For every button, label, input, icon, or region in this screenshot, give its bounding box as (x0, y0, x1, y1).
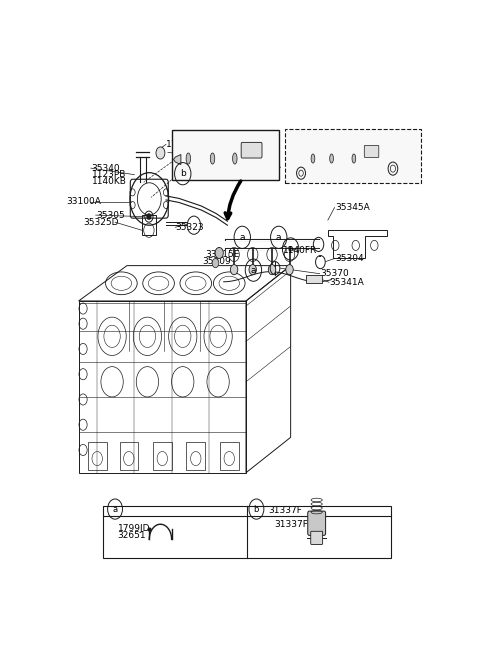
FancyBboxPatch shape (308, 511, 325, 535)
Text: a: a (276, 233, 281, 242)
Ellipse shape (311, 154, 315, 163)
Bar (285, 129, 421, 183)
Text: 33100A: 33100A (67, 197, 102, 207)
Ellipse shape (330, 154, 334, 163)
Bar (103, 506, 391, 558)
Text: 31305C: 31305C (216, 152, 251, 161)
Text: 35345A: 35345A (335, 203, 370, 212)
Text: 1140FY: 1140FY (166, 140, 199, 149)
Text: 35305: 35305 (96, 211, 125, 220)
Text: 35310: 35310 (198, 133, 227, 142)
FancyBboxPatch shape (241, 142, 262, 158)
Text: 35323: 35323 (175, 223, 204, 232)
Bar (186, 442, 205, 470)
Text: (KIT): (KIT) (292, 130, 313, 139)
Ellipse shape (186, 153, 191, 164)
Circle shape (212, 258, 219, 268)
Text: a: a (112, 504, 118, 514)
Text: 1123PB: 1123PB (92, 170, 126, 179)
Bar (172, 131, 279, 180)
Text: 1799JD: 1799JD (118, 524, 150, 533)
Text: b: b (180, 169, 186, 178)
Text: b: b (254, 504, 259, 514)
Text: 35325D: 35325D (83, 218, 119, 227)
Bar (153, 442, 172, 470)
Bar (305, 276, 322, 283)
Ellipse shape (210, 153, 215, 164)
Polygon shape (173, 155, 181, 165)
Text: 31337F: 31337F (274, 520, 308, 529)
Bar (172, 167, 182, 176)
Circle shape (215, 247, 223, 258)
Circle shape (230, 264, 238, 275)
Text: 1140FR: 1140FR (282, 246, 317, 255)
Text: 35341A: 35341A (330, 277, 364, 287)
Text: 31337F: 31337F (268, 506, 302, 515)
Text: 35370: 35370 (321, 269, 349, 278)
Ellipse shape (233, 153, 237, 164)
Text: a: a (288, 245, 293, 253)
Text: 35312H: 35312H (183, 161, 218, 170)
Ellipse shape (352, 154, 356, 163)
Text: 32651: 32651 (118, 531, 146, 540)
Text: 35340: 35340 (92, 163, 120, 173)
FancyBboxPatch shape (311, 531, 323, 544)
FancyBboxPatch shape (364, 146, 379, 157)
Text: a: a (240, 233, 245, 242)
Text: a: a (251, 266, 256, 275)
Bar (220, 442, 239, 470)
Text: 35309: 35309 (203, 257, 231, 266)
Text: 35312A: 35312A (247, 161, 281, 170)
Text: 33815E: 33815E (205, 250, 240, 259)
Text: 35312F: 35312F (226, 147, 259, 156)
Bar (142, 215, 156, 236)
Circle shape (249, 264, 256, 275)
Text: 35312K: 35312K (321, 141, 355, 150)
Bar (120, 442, 138, 470)
Text: 35304: 35304 (335, 254, 364, 263)
Circle shape (268, 264, 276, 275)
Bar (88, 442, 107, 470)
Text: 1140KB: 1140KB (92, 176, 127, 186)
Circle shape (156, 147, 165, 159)
Circle shape (286, 264, 293, 275)
Circle shape (147, 214, 151, 220)
